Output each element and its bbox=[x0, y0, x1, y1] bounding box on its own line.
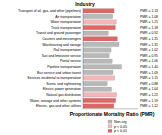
category-label: Electric, gas and other utilities bbox=[36, 104, 81, 108]
category-label: Rail transportation bbox=[53, 48, 81, 52]
bar bbox=[83, 20, 116, 24]
category-label: Couriers and messengers bbox=[42, 37, 81, 41]
bar bbox=[83, 25, 115, 29]
bar bbox=[83, 53, 109, 57]
category-label: Water transportation bbox=[50, 20, 81, 24]
bar bbox=[83, 65, 122, 69]
bar bbox=[83, 93, 117, 97]
data-label: PMR = 1.31 bbox=[140, 43, 158, 47]
category-label: Transport of oil, gas, and other (pipeli… bbox=[18, 9, 81, 13]
data-label: PMR = 1.15 bbox=[140, 76, 158, 80]
bar bbox=[83, 87, 112, 91]
data-label: PMR = 1.13 bbox=[140, 9, 158, 13]
bar bbox=[83, 14, 113, 18]
data-label: PMR = 0.92 bbox=[140, 31, 158, 35]
x-axis bbox=[83, 108, 138, 109]
data-label: PMR = 1.12 bbox=[140, 104, 158, 108]
bar bbox=[83, 48, 111, 52]
category-label: Transit and ground passenger bbox=[36, 31, 82, 35]
category-label: Air transportation bbox=[55, 15, 81, 19]
bar bbox=[83, 9, 114, 13]
bar bbox=[83, 37, 117, 41]
category-label: Scenic and sightseeing bbox=[46, 82, 81, 86]
legend-swatch bbox=[108, 125, 112, 128]
data-label: PMR = 1.25 bbox=[140, 37, 158, 41]
category-label: Pipeline transportation bbox=[47, 65, 81, 69]
data-label: PMR = 1.02 bbox=[140, 48, 158, 52]
data-label: PMR = 1.18 bbox=[140, 26, 158, 30]
title: Industry bbox=[75, 1, 95, 7]
bar bbox=[83, 42, 119, 46]
data-label: PMR = 1.22 bbox=[140, 93, 158, 97]
bar bbox=[83, 70, 113, 74]
category-label: Taxi and limousine service bbox=[41, 54, 81, 58]
legend-label: Non-sig bbox=[114, 120, 126, 124]
category-label: Services incidental to transportation bbox=[27, 76, 81, 80]
data-label: PMR = 1.04 bbox=[140, 87, 158, 91]
legend-label: p < 0.05 bbox=[114, 125, 127, 129]
bars bbox=[83, 9, 122, 109]
category-label: Natural gas distribution bbox=[46, 93, 81, 97]
x-axis-label: Proportionate Mortality Ratio (PMR) bbox=[70, 111, 155, 117]
bar bbox=[83, 98, 116, 102]
bar bbox=[83, 59, 112, 63]
category-label: Warehousing and storage bbox=[42, 43, 81, 47]
bar bbox=[83, 81, 107, 85]
bar bbox=[83, 31, 108, 35]
data-label: PMR = 1.06 bbox=[140, 59, 158, 63]
data-label: PMR = 0.88 bbox=[140, 82, 158, 86]
legend-swatch bbox=[108, 120, 112, 123]
category-label: Electric power generation bbox=[43, 87, 81, 91]
legend-swatch bbox=[108, 129, 112, 132]
category-label: Bus service and urban transit bbox=[37, 71, 81, 75]
data-label: PMR = 1.19 bbox=[140, 99, 158, 103]
data-label: PMR = 1.40 bbox=[140, 65, 158, 69]
data-label: PMR = 1.08 bbox=[140, 15, 158, 19]
category-label: Truck transportation bbox=[51, 26, 81, 30]
legend-label: p < 0.01 bbox=[114, 129, 127, 133]
data-label: PMR = 0.95 bbox=[140, 54, 158, 58]
data-label: PMR = 1.21 bbox=[140, 20, 158, 24]
bar bbox=[83, 76, 115, 80]
category-label: Water, sewage and other systems bbox=[30, 99, 81, 103]
y-axis bbox=[83, 8, 84, 109]
category-label: Postal service bbox=[60, 59, 81, 63]
bar bbox=[83, 104, 114, 108]
data-label: PMR = 1.09 bbox=[140, 71, 158, 75]
